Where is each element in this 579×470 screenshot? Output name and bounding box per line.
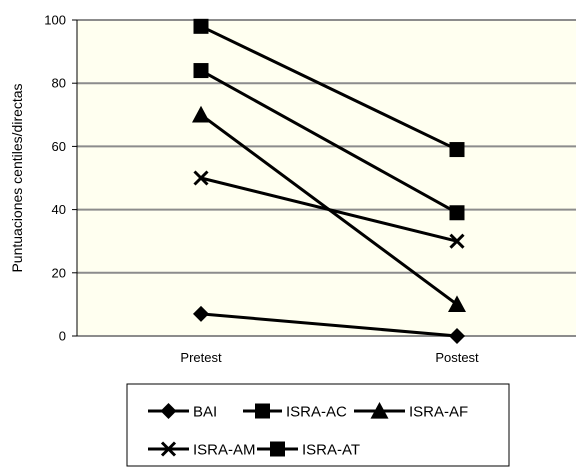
legend-marker-triangle [370,402,389,419]
legend-label: ISRA-AM [193,442,256,459]
legend-item-isra-af: ISRA-AF [354,402,468,421]
data-point-square [449,142,465,158]
legend-box [126,383,510,467]
x-axis-ticks: Pretest Postest [180,350,479,365]
y-axis-ticks: 0 20 40 60 80 100 [44,13,77,344]
series-layer [192,18,466,344]
x-tick-label: Postest [435,350,479,365]
legend-marker-square [270,441,285,457]
legend-marker-square [255,403,270,419]
legend: BAI ISRA-AC ISRA-AF ISRA-AM ISRA-AT [126,383,510,467]
y-axis-title: Puntuaciones centiles/directas [9,83,25,272]
series-line [200,176,458,243]
data-point-triangle [448,295,466,313]
data-point-square [193,18,209,34]
y-tick-label: 40 [52,202,66,217]
legend-label: ISRA-AF [409,404,468,421]
series-line [200,312,458,338]
series-bai [193,305,465,344]
series-isra-at [193,18,465,158]
series-isra-am [193,170,465,249]
plot-area [77,20,576,336]
data-point-x [449,233,465,249]
y-tick-label: 100 [44,13,66,28]
legend-item-isra-am: ISRA-AM [148,441,256,459]
data-point-diamond [449,328,465,344]
data-point-square [193,63,209,79]
legend-item-isra-at: ISRA-AT [257,441,360,459]
data-point-square [449,205,465,221]
series-line [200,24,458,151]
legend-marker-diamond [160,403,177,419]
y-tick-label: 60 [52,139,66,154]
y-tick-label: 80 [52,76,66,91]
legend-item-isra-ac: ISRA-AC [243,403,347,421]
data-point-triangle [192,105,210,123]
x-tick-label: Pretest [180,350,222,365]
series-isra-ac [193,63,465,221]
legend-label: BAI [193,404,217,421]
data-point-x [193,170,209,186]
data-point-diamond [193,305,209,322]
legend-label: ISRA-AT [302,442,360,459]
legend-item-bai: BAI [148,403,217,421]
series-line [200,69,458,215]
y-tick-label: 20 [52,265,66,280]
y-tick-label: 0 [59,329,66,344]
legend-label: ISRA-AC [286,404,347,421]
legend-items: BAI ISRA-AC ISRA-AF ISRA-AM ISRA-AT [148,402,468,459]
legend-marker-x [160,441,177,457]
